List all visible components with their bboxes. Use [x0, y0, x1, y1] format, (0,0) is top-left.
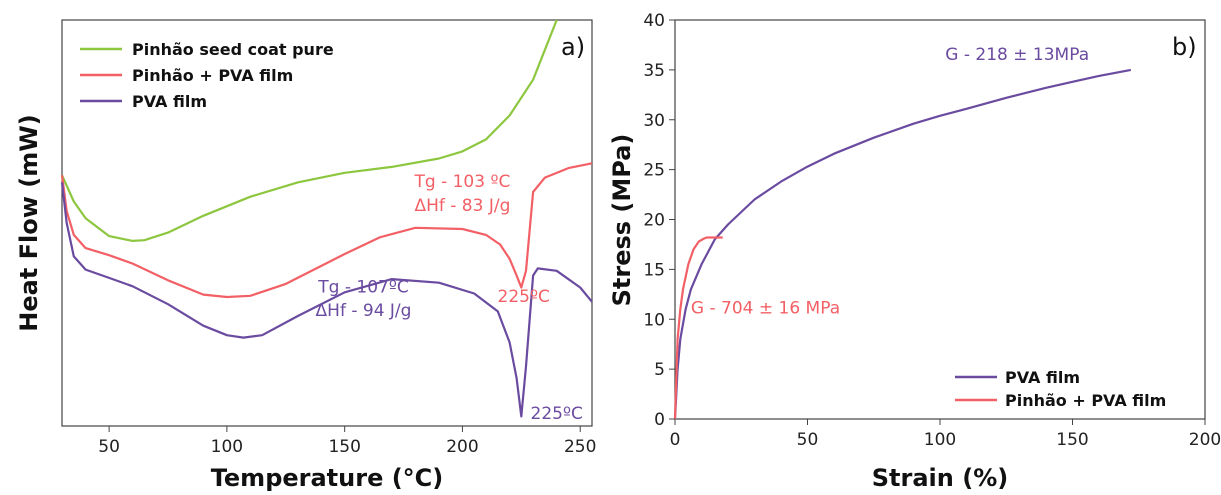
panel-a-x-ticks: 50 100 150 200 250 [98, 426, 596, 457]
y-tick-label: 10 [643, 310, 665, 330]
panel-a-label: a) [561, 33, 585, 61]
panel-b-stress-strain-chart: 0 50 100 150 200 0 5 10 15 20 25 30 35 40 G - 218 ± 1… [608, 11, 1221, 492]
legend-label-pinhao-pva: Pinhão + PVA film [132, 66, 293, 85]
annotation-label: ΔHf - 94 J/g [316, 301, 412, 321]
series-line-pinh-o-pva-film [673, 236, 723, 420]
y-tick-label: 0 [654, 410, 665, 430]
x-tick-label: 200 [446, 437, 478, 457]
series-line-pinh-o-seed-coat-pure [60, 19, 558, 242]
x-tick-label: 100 [211, 437, 243, 457]
panel-b-annotations: G - 218 ± 13MPa G - 704 ± 16 MPa [691, 45, 1089, 318]
y-tick-label: 35 [643, 61, 665, 81]
y-tick-label: 15 [643, 260, 665, 280]
panel-a-annotations: Tg - 103 ºC ΔHf - 83 J/g 225ºC Tg - 107ºC ΔH… [316, 172, 583, 424]
x-tick-label: 250 [564, 437, 596, 457]
legend-label-pva: PVA film [132, 92, 207, 111]
x-tick-label: 200 [1189, 430, 1221, 450]
annotation-label: G - 704 ± 16 MPa [691, 298, 840, 318]
annotation-label: 225ºC [498, 287, 550, 307]
series-line-pva-film [60, 182, 593, 418]
annotation-label: G - 218 ± 13MPa [945, 45, 1089, 65]
panel-a-x-axis-title: Temperature (°C) [211, 464, 444, 492]
panel-a-plot-frame [61, 19, 593, 427]
y-tick-label: 5 [654, 360, 665, 380]
x-tick-label: 50 [797, 430, 819, 450]
series-line-pinh-o-pva-film [60, 162, 593, 299]
x-tick-label: 150 [328, 437, 360, 457]
panel-a-y-axis-title: Heat Flow (mW) [15, 114, 43, 331]
y-tick-label: 40 [643, 11, 665, 31]
series-line-pva-film [673, 68, 1132, 420]
panel-b-legend: PVA film Pinhão + PVA film [955, 368, 1166, 410]
panel-b-plot-frame [674, 19, 1206, 420]
legend-label-seed-coat: Pinhão seed coat pure [132, 40, 334, 59]
panel-b-label: b) [1172, 33, 1197, 61]
panel-b-series-group [673, 68, 1132, 420]
panel-b-y-axis-title: Stress (MPa) [608, 134, 636, 307]
panel-a-legend: Pinhão seed coat pure Pinhão + PVA film … [80, 40, 334, 111]
annotation-label: 225ºC [531, 404, 583, 424]
annotation-label: Tg - 107ºC [317, 277, 408, 297]
panel-b-x-axis-title: Strain (%) [872, 464, 1008, 492]
x-tick-label: 0 [670, 430, 681, 450]
annotation-label: ΔHf - 83 J/g [414, 196, 510, 216]
x-tick-label: 100 [924, 430, 956, 450]
panel-a-series-group [60, 19, 593, 418]
legend-label-pva-b: PVA film [1005, 368, 1080, 387]
legend-label-pinhao-pva-b: Pinhão + PVA film [1005, 391, 1166, 410]
x-tick-label: 50 [98, 437, 120, 457]
panel-a-heat-flow-chart: 50 100 150 200 250 Tg - 103 ºC ΔHf - 83 J/g 22… [15, 19, 596, 492]
panel-b-ticks: 0 50 100 150 200 0 5 10 15 20 25 30 35 40 [643, 11, 1221, 450]
y-tick-label: 20 [643, 211, 665, 231]
x-tick-label: 150 [1056, 430, 1088, 450]
y-tick-label: 30 [643, 111, 665, 131]
annotation-label: Tg - 103 ºC [414, 172, 511, 192]
y-tick-label: 25 [643, 161, 665, 181]
